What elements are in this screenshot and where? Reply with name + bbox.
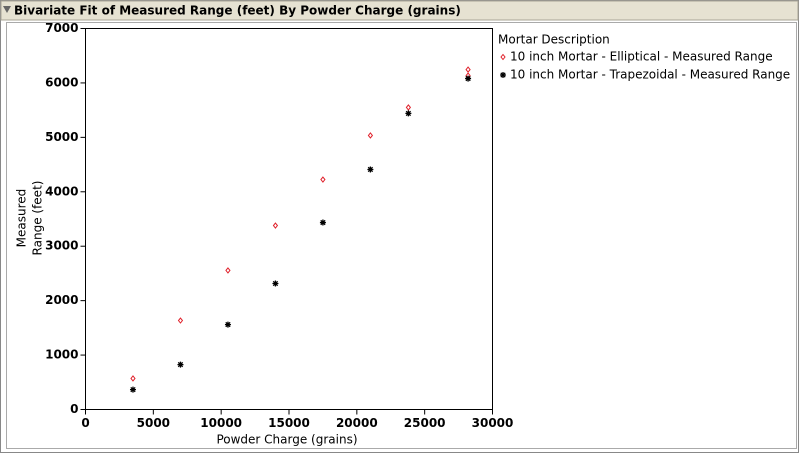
point bbox=[129, 386, 136, 393]
x-axis-label: Powder Charge (grains) bbox=[216, 433, 357, 447]
x-tick-label: 30000 bbox=[472, 416, 514, 430]
point bbox=[320, 176, 326, 183]
plot-frame bbox=[85, 28, 493, 410]
y-tick-label: 3000 bbox=[45, 239, 78, 253]
point bbox=[177, 361, 184, 368]
window-title: Bivariate Fit of Measured Range (feet) B… bbox=[14, 4, 461, 18]
y-tick-label: 7000 bbox=[45, 21, 78, 35]
outline-box bbox=[6, 22, 797, 449]
point bbox=[272, 222, 279, 229]
point bbox=[405, 104, 412, 111]
legend-label: 10 inch Mortar - Elliptical - Measured R… bbox=[510, 50, 773, 64]
point bbox=[225, 267, 231, 274]
x-tick-label: 10000 bbox=[200, 416, 242, 430]
y-tick-label: 2000 bbox=[45, 293, 78, 307]
x-tick-label: 0 bbox=[81, 416, 89, 430]
point bbox=[367, 166, 374, 173]
point bbox=[405, 110, 412, 117]
disclosure-icon[interactable] bbox=[3, 6, 11, 13]
y-tick-label: 4000 bbox=[45, 184, 78, 198]
x-tick-label: 25000 bbox=[404, 416, 446, 430]
x-tick-label: 5000 bbox=[137, 416, 170, 430]
y-axis-label: Measured bbox=[15, 189, 29, 248]
point bbox=[319, 219, 326, 226]
legend-marker bbox=[500, 53, 506, 61]
title-bar[interactable] bbox=[0, 0, 799, 21]
point bbox=[465, 66, 471, 73]
legend-marker bbox=[500, 72, 506, 78]
point bbox=[465, 75, 472, 82]
y-tick-label: 6000 bbox=[45, 75, 78, 89]
x-tick-label: 15000 bbox=[268, 416, 310, 430]
y-tick-label: 5000 bbox=[45, 130, 78, 144]
legend-title: Mortar Description bbox=[498, 33, 610, 47]
point bbox=[224, 321, 231, 328]
point bbox=[177, 317, 184, 324]
point bbox=[130, 375, 136, 382]
point bbox=[272, 280, 279, 287]
point bbox=[367, 132, 374, 139]
x-tick-label: 20000 bbox=[336, 416, 378, 430]
y-axis-label: Range (feet) bbox=[31, 181, 45, 256]
y-tick-label: 1000 bbox=[45, 348, 78, 362]
legend-label: 10 inch Mortar - Trapezoidal - Measured … bbox=[510, 68, 790, 82]
y-tick-label: 0 bbox=[70, 402, 78, 416]
